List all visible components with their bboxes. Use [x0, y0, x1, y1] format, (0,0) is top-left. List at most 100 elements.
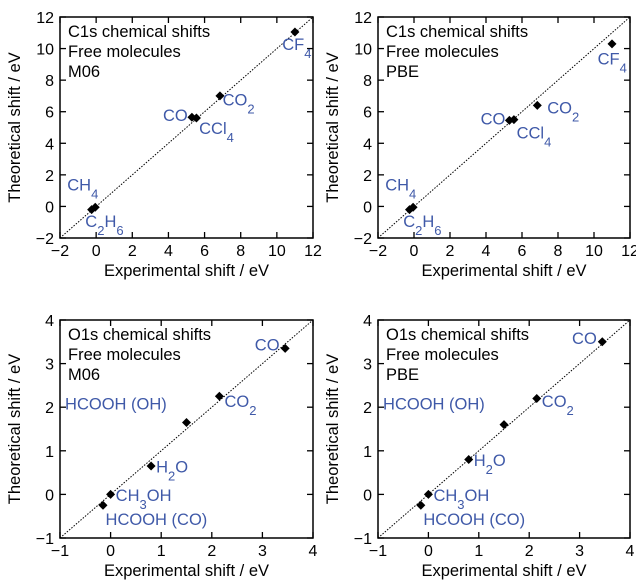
panel-method: M06: [68, 366, 100, 384]
molecule-label: CF4: [598, 50, 627, 75]
molecule-label-subscript: 6: [116, 222, 123, 237]
y-tick-label: 1: [363, 444, 372, 461]
y-tick-label: 2: [363, 168, 372, 185]
panel-subtitle: Free molecules: [386, 346, 499, 364]
molecule-label-subscript: 4: [91, 186, 98, 201]
molecule-label-text: CO: [542, 393, 567, 411]
y-tick-label: 0: [45, 487, 54, 504]
y-tick-label: 3: [363, 357, 372, 374]
y-tick-label: 4: [45, 313, 54, 330]
molecule-label: CO: [481, 110, 506, 128]
y-tick-label: 6: [45, 105, 54, 122]
x-tick-label: −2: [369, 243, 387, 260]
data-point: [532, 100, 542, 110]
data-point: [98, 500, 108, 510]
molecule-label-text: CF: [598, 50, 620, 68]
molecule-label-text: CO: [481, 110, 506, 128]
molecule-label-subscript: 2: [249, 403, 256, 418]
y-axis-label: Theoretical shift / eV: [324, 354, 342, 504]
y-tick-label: −1: [36, 531, 54, 548]
x-axis-label: Experimental shift / eV: [104, 262, 269, 280]
chart-panel-4: −1 0 1 2 3 4 −1 0 1 2 3 4 Experimental shift / eV The…: [324, 313, 635, 580]
data-point: [290, 27, 300, 37]
molecule-label: CH4: [67, 177, 98, 202]
molecule-label-text: HCOOH (OH): [65, 395, 167, 413]
data-point: [214, 391, 224, 401]
molecule-label: H2O: [156, 459, 188, 484]
molecule-label-text: CF: [282, 36, 304, 54]
molecule-label-text: CO: [223, 91, 248, 109]
molecule-label-text: HCOOH (OH): [383, 395, 485, 413]
data-point: [106, 489, 116, 499]
molecule-label: CO: [163, 107, 188, 125]
molecule-label: CF4: [282, 36, 311, 61]
molecule-label-text: OH: [147, 487, 172, 505]
data-point: [191, 113, 201, 123]
x-tick-label: 12: [621, 243, 636, 260]
molecule-label-text: H: [104, 213, 116, 231]
x-tick-label: 3: [258, 543, 267, 560]
data-point: [405, 205, 414, 215]
panel-subtitle: Free molecules: [68, 346, 181, 364]
x-tick-label: −1: [369, 543, 387, 560]
data-point: [597, 337, 607, 347]
x-tick-label: 8: [236, 243, 245, 260]
y-tick-label: −1: [354, 531, 372, 548]
y-tick-label: 10: [36, 42, 54, 59]
y-tick-label: 0: [45, 199, 54, 216]
molecule-label: HCOOH (CO): [423, 511, 525, 529]
panel-method: M06: [68, 63, 100, 81]
x-tick-label: 4: [626, 543, 635, 560]
y-tick-label: 4: [363, 136, 372, 153]
x-tick-label: 2: [207, 543, 216, 560]
molecule-label-text: O: [175, 459, 188, 477]
molecule-label-text: O: [493, 452, 506, 470]
molecule-label-subscript: 2: [415, 222, 422, 237]
x-tick-label: −1: [51, 543, 69, 560]
x-tick-label: 10: [585, 243, 603, 260]
molecule-label: CO: [572, 330, 597, 348]
y-tick-label: 12: [36, 10, 54, 27]
molecule-label-subscript: 4: [304, 46, 311, 61]
molecule-label-text: CH: [67, 177, 91, 195]
plot-frame: [59, 319, 314, 539]
molecule-label: CH4: [385, 177, 416, 202]
data-point: [423, 489, 433, 499]
data-point: [509, 115, 519, 125]
data-point: [499, 420, 509, 430]
molecule-label-text: CCl: [517, 125, 545, 143]
x-tick-label: 2: [446, 243, 455, 260]
molecule-label-subscript: 3: [140, 496, 147, 511]
x-tick-label: 4: [164, 243, 173, 260]
molecule-label: H2O: [474, 452, 506, 477]
molecule-label-text: H: [474, 452, 486, 470]
molecule-label-subscript: 3: [457, 496, 464, 511]
x-tick-label: 10: [268, 243, 286, 260]
molecule-label-subscript: 4: [409, 186, 416, 201]
x-tick-label: 0: [106, 543, 115, 560]
data-point: [416, 500, 426, 510]
x-tick-label: 0: [92, 243, 101, 260]
molecule-label: CO2: [547, 99, 579, 124]
y-tick-label: 6: [363, 105, 372, 122]
x-tick-label: −2: [51, 243, 69, 260]
molecule-label-text: CO: [255, 337, 280, 355]
molecule-label: CCl4: [199, 120, 234, 145]
molecule-label-text: HCOOH (CO): [423, 511, 525, 529]
x-axis-label: Experimental shift / eV: [421, 562, 586, 580]
molecule-label-text: CO: [572, 330, 597, 348]
y-tick-label: 10: [354, 42, 372, 59]
molecule-label: HCOOH (CO): [106, 511, 208, 529]
data-point: [280, 343, 290, 353]
x-tick-label: 0: [410, 243, 419, 260]
y-tick-label: 8: [45, 73, 54, 90]
molecule-label: HCOOH (OH): [383, 395, 485, 413]
x-tick-label: 12: [304, 243, 322, 260]
molecule-label-subscript: 2: [168, 468, 175, 483]
molecule-label: C2H6: [85, 213, 123, 238]
panel-title: O1s chemical shifts: [386, 326, 529, 344]
molecule-label-text: CH: [385, 177, 409, 195]
panel-title: O1s chemical shifts: [68, 326, 211, 344]
